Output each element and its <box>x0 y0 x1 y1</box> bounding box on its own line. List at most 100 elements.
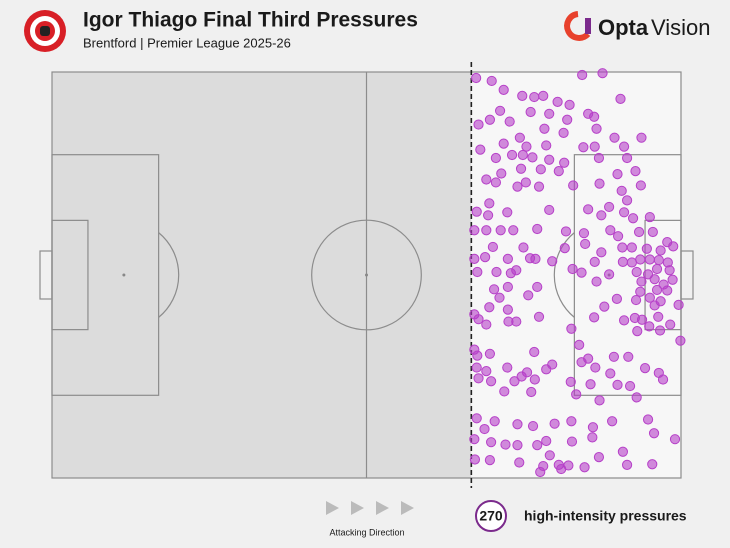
pressure-point <box>654 325 666 336</box>
pressure-point <box>495 225 506 236</box>
pressure-point <box>585 379 596 390</box>
pressure-point <box>632 326 643 337</box>
pressure-point <box>544 108 555 119</box>
pressure-point <box>655 296 666 307</box>
pressure-point <box>564 99 575 110</box>
club-badge <box>24 10 66 52</box>
pressure-point <box>486 75 497 87</box>
pitch-spot <box>365 273 368 277</box>
pressure-point <box>651 284 663 296</box>
pressure-point <box>644 254 655 265</box>
pressure-point <box>481 174 492 185</box>
pressure-point <box>469 434 480 445</box>
pressure-point <box>657 374 669 385</box>
pressure-point <box>481 319 492 330</box>
total-value: 270 <box>479 508 503 524</box>
pressure-point <box>553 166 564 177</box>
total-label: high-intensity pressures <box>524 508 687 524</box>
pitch-line <box>311 219 422 331</box>
pressure-point <box>653 311 664 322</box>
pressure-point <box>642 414 654 425</box>
pressure-point <box>669 434 681 445</box>
pressure-point <box>623 351 634 362</box>
pressure-point <box>484 198 495 209</box>
pressure-point <box>593 452 605 463</box>
pressure-point <box>556 463 567 475</box>
pressure-point <box>525 106 536 118</box>
pressure-point <box>499 386 510 397</box>
pressure-point <box>673 299 684 310</box>
pressure-point <box>617 256 628 267</box>
pressure-point <box>562 114 573 125</box>
pressure-point <box>649 274 660 285</box>
pressure-point <box>589 141 600 152</box>
pitch-zone <box>52 72 472 478</box>
pressure-point <box>544 450 555 461</box>
pressure-point <box>621 152 633 164</box>
pressure-point <box>484 348 496 359</box>
pressure-point <box>630 294 642 306</box>
pressure-point <box>615 93 626 104</box>
pressure-point <box>648 428 660 439</box>
pressure-point <box>651 263 663 275</box>
pressure-point <box>484 454 496 466</box>
brand-logo <box>564 11 591 41</box>
pressure-point <box>532 281 543 293</box>
pressure-point <box>488 284 500 295</box>
pressure-point <box>494 292 505 303</box>
pressure-point <box>617 242 628 253</box>
pressure-point <box>609 132 620 143</box>
pressure-point <box>571 389 582 400</box>
pressure-point <box>590 362 601 373</box>
pressure-point <box>472 350 483 361</box>
pressure-point <box>511 316 522 327</box>
pressure-point <box>577 69 588 81</box>
pressure-point <box>471 362 482 373</box>
pressure-point <box>502 362 513 373</box>
pressure-point <box>635 286 646 297</box>
pressure-point <box>644 321 655 332</box>
pressure-point <box>653 254 664 266</box>
pressure-point <box>544 204 555 216</box>
pressure-point <box>624 380 636 392</box>
pressure-point <box>509 376 520 387</box>
pressure-point <box>591 276 602 287</box>
pressure-point <box>599 301 610 312</box>
pressure-point <box>635 180 646 191</box>
pressure-point <box>491 266 502 278</box>
pressure-point <box>565 376 576 387</box>
pressure-point <box>578 142 589 153</box>
pressure-point <box>611 293 623 304</box>
pressure-point <box>508 225 519 236</box>
pressure-point <box>605 368 616 379</box>
pressure-point <box>644 211 655 223</box>
pressure-point <box>541 435 552 447</box>
pressure-point <box>533 311 545 322</box>
pressure-point <box>587 422 599 433</box>
pressure-point <box>618 207 630 218</box>
pressure-point <box>502 281 513 293</box>
pressure-point <box>604 269 615 280</box>
pressure-point <box>538 90 549 101</box>
pressure-point <box>526 386 537 398</box>
pressure-point <box>541 140 552 151</box>
pressure-point <box>552 96 563 107</box>
pressure-point <box>527 152 538 163</box>
pressure-point <box>518 242 529 253</box>
pressure-point <box>547 256 558 267</box>
pressure-point <box>618 141 630 152</box>
pressure-point <box>631 266 642 278</box>
pressure-point <box>500 439 511 450</box>
pressure-point <box>662 285 673 296</box>
pressure-point <box>481 225 492 236</box>
pressure-point <box>469 253 480 264</box>
pressure-point <box>472 266 483 278</box>
pressure-point <box>639 363 651 374</box>
pitch-line <box>39 250 53 300</box>
pressure-point <box>471 72 482 84</box>
pressure-point <box>559 243 570 254</box>
pressure-point <box>668 241 679 252</box>
pressure-point <box>641 243 652 254</box>
pressure-point <box>504 116 515 127</box>
pressure-point <box>591 123 602 134</box>
